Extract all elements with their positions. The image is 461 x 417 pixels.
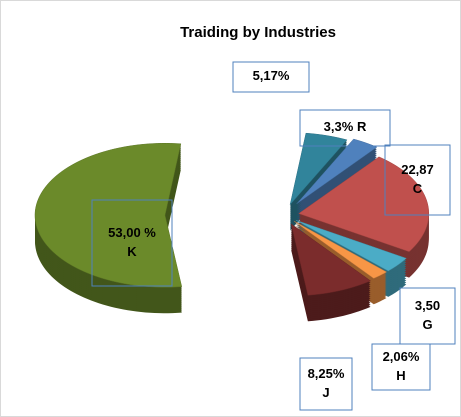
- category-label: G: [422, 317, 432, 332]
- slice: [34, 143, 183, 314]
- slice-top: [298, 156, 430, 252]
- category-label: R: [357, 119, 367, 134]
- slice: [298, 156, 430, 278]
- category-label: K: [127, 244, 137, 259]
- data-label: 8,25% J: [308, 366, 345, 400]
- data-label: 5,17%: [253, 68, 290, 83]
- slice-top: [34, 143, 183, 288]
- label-box: [91, 199, 173, 287]
- data-label: 53,00 % K: [108, 225, 156, 259]
- category-label: J: [322, 385, 329, 400]
- slice-top: [290, 223, 372, 296]
- label-box: [232, 61, 310, 93]
- chart-title: Traiding by Industries: [180, 24, 336, 41]
- slice: [290, 223, 372, 322]
- category-label: H: [396, 368, 405, 383]
- label-box: [299, 109, 391, 147]
- data-label: 3,3% R: [324, 119, 367, 134]
- pie: [34, 132, 430, 322]
- slice-top: [296, 138, 378, 205]
- data-label: 3,50 G: [415, 298, 440, 332]
- value-label: 5,17%: [253, 68, 290, 83]
- value-label: 8,25%: [308, 366, 345, 381]
- slice-top: [294, 221, 388, 279]
- data-label: 2,06% H: [383, 349, 420, 383]
- value-label: 53,00 %: [108, 225, 156, 240]
- category-label: C: [413, 181, 423, 196]
- label-box: [299, 357, 353, 411]
- label-box: [371, 343, 431, 391]
- labels: 5,17% 3,3% R 22,87 C 3,50 G 2,06% H 8,25% J 53,00 …: [91, 61, 456, 411]
- slice-top: [295, 219, 407, 272]
- value-label: 3,3%: [324, 119, 354, 134]
- value-label: 2,06%: [383, 349, 420, 364]
- value-label: 22,87: [401, 162, 434, 177]
- data-label: 22,87 C: [401, 162, 434, 196]
- label-box: [384, 144, 451, 216]
- value-label: 3,50: [415, 298, 440, 313]
- slice-top: [289, 132, 348, 205]
